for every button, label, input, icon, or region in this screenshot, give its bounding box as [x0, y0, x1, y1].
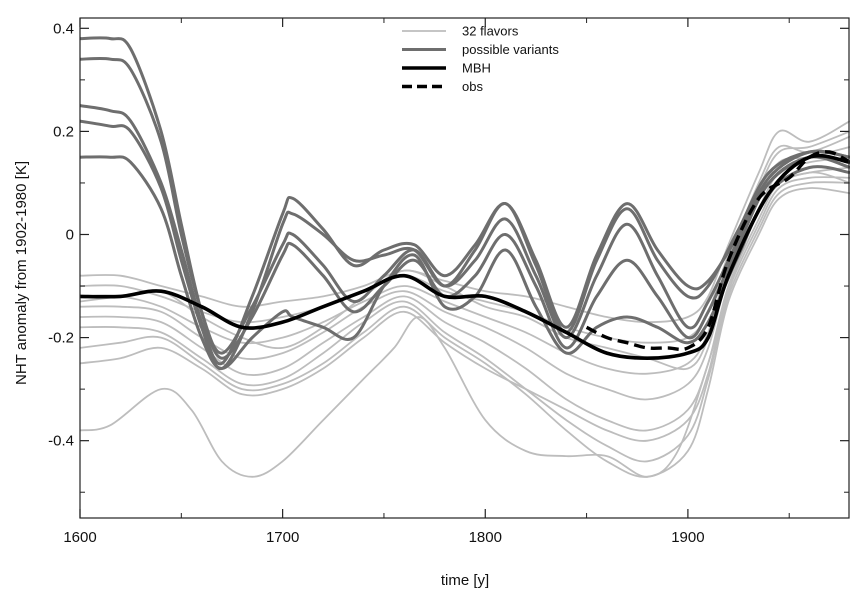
legend-label-1: 32 flavors: [462, 24, 519, 39]
legend-label-3: MBH: [462, 61, 491, 76]
flavor-line-6: [80, 181, 850, 463]
y-axis: 0.4 0.2 0 -0.2 -0.4: [48, 20, 849, 493]
y-tick-label: -0.4: [48, 433, 74, 450]
y-tick-label: 0.2: [53, 123, 74, 140]
plot-frame: [79, 17, 850, 519]
legend: 32 flavors possible variants MBH obs: [402, 24, 559, 94]
x-axis: 1600 1700 1800 1900: [63, 18, 790, 546]
variant-line-4: [80, 119, 850, 371]
x-axis-label: time [y]: [441, 572, 489, 589]
flavor-line-1: [80, 120, 850, 324]
flavor-line-10: [80, 171, 850, 478]
legend-label-2: possible variants: [462, 42, 559, 57]
variant-line-5: [80, 155, 850, 371]
variant-series-group: [80, 36, 850, 371]
flavor-line-9: [80, 176, 850, 442]
y-axis-label: NHT anomaly from 1902-1980 [K]: [13, 161, 30, 385]
x-tick-label: 1900: [671, 529, 704, 546]
legend-label-4: obs: [462, 79, 483, 94]
x-tick-label: 1700: [266, 529, 299, 546]
y-tick-label: 0: [66, 226, 74, 243]
mbh-line: [80, 153, 850, 361]
main-series-group: [80, 150, 850, 361]
variant-line-3: [80, 104, 850, 366]
x-tick-label: 1600: [63, 529, 96, 546]
flavor-line-7: [80, 187, 850, 478]
y-tick-label: -0.2: [48, 330, 74, 347]
x-tick-label: 1800: [469, 529, 502, 546]
y-tick-label: 0.4: [53, 20, 74, 37]
